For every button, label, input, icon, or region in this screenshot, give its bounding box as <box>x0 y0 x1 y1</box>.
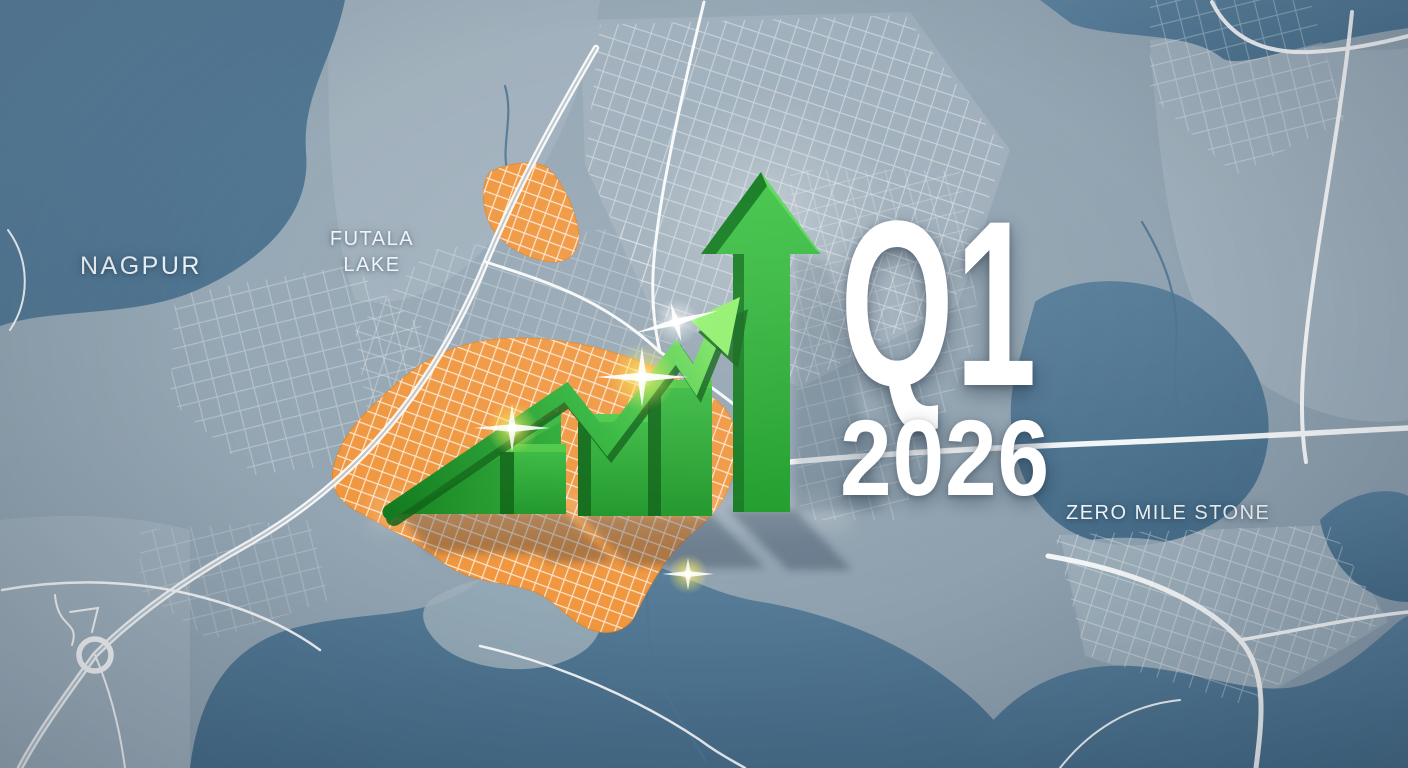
map-label-zero-mile-stone: ZERO MILE STONE <box>1066 502 1271 524</box>
sparkles <box>474 298 719 594</box>
futala-line1: FUTALA <box>329 228 415 250</box>
trend-arrowhead <box>690 297 740 356</box>
sparkle-icon <box>662 554 714 594</box>
map-label-futala-lake: FUTALA LAKE <box>322 226 422 279</box>
growth-bar-1 <box>500 444 566 514</box>
growth-big-arrow <box>701 172 821 512</box>
sparkle-icon <box>596 343 688 411</box>
sparkle-icon <box>474 402 550 454</box>
futala-line2: LAKE <box>343 254 401 277</box>
map-label-nagpur: NAGPUR <box>80 252 202 280</box>
sparkle-icon <box>633 298 719 346</box>
